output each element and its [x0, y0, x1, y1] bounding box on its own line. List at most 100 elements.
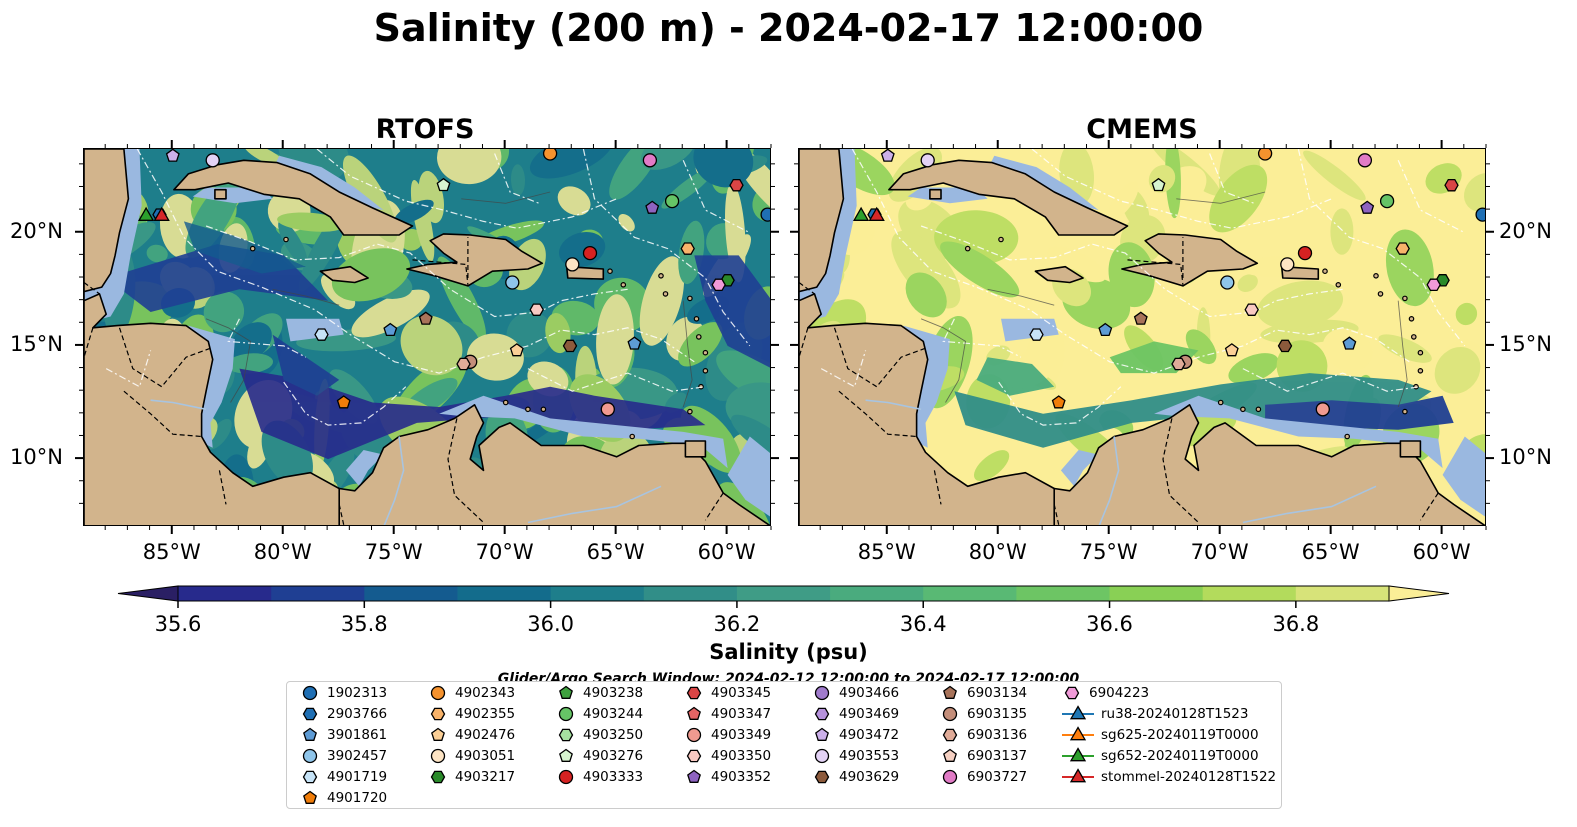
- hexagon-marker-icon: [1064, 686, 1080, 700]
- legend-marker: [559, 748, 573, 762]
- land-jamaica: [319, 265, 369, 284]
- hexagon-marker-icon: [430, 770, 446, 784]
- legend-marker: [687, 769, 701, 783]
- colorbar-segment: [1109, 586, 1204, 601]
- legend-marker: [943, 748, 957, 762]
- legend-item: 4902476: [427, 725, 515, 745]
- marker-4901720: [336, 395, 351, 409]
- marker-3902457: [1220, 275, 1235, 290]
- argo-glider-markers: [137, 149, 770, 417]
- lon-tick-label: 65°W: [1301, 540, 1360, 564]
- legend-item: 4903051: [427, 746, 515, 766]
- colorbar-segment: [830, 586, 924, 601]
- legend-item: 6903727: [939, 767, 1027, 787]
- legend-item: 4903244: [555, 704, 643, 724]
- legend-label: 4903244: [583, 706, 644, 722]
- lon-tick-label: 75°W: [364, 540, 423, 564]
- legend-marker: [1069, 768, 1087, 783]
- marker-4903352: [645, 200, 660, 214]
- legend-marker: [302, 707, 318, 721]
- hexagon-marker-icon: [558, 728, 574, 742]
- circle-marker-icon: [302, 748, 318, 764]
- legend-marker: [815, 727, 829, 741]
- legend-label: 4903333: [583, 769, 644, 785]
- legend-item: 4903472: [811, 725, 899, 745]
- legend-marker: [431, 727, 445, 741]
- triangle-marker-icon: [1062, 705, 1094, 720]
- legend-label: 3901861: [327, 727, 388, 743]
- marker-sg652-20240119T0000: [137, 206, 155, 221]
- marker-6904223: [1426, 278, 1441, 292]
- lon-tick-label: 65°W: [586, 540, 645, 564]
- legend-marker: [814, 707, 830, 721]
- marker-4903472: [165, 149, 180, 162]
- legend-label: 4903352: [711, 769, 772, 785]
- pentagon-marker-icon: [943, 748, 957, 762]
- lat-tick-label-left: 15°N: [10, 331, 63, 356]
- legend-label: 6903137: [967, 748, 1028, 764]
- legend-marker: [430, 685, 446, 701]
- marker-4903051: [565, 257, 580, 272]
- legend-label: sg652-20240119T0000: [1101, 748, 1259, 764]
- marker-4902476: [509, 343, 524, 357]
- legend-label: 4902343: [455, 685, 516, 701]
- lon-tick-label: 70°W: [1190, 540, 1249, 564]
- legend-label: 4903345: [711, 685, 772, 701]
- legend-label: 4903051: [455, 748, 516, 764]
- legend: 1902313 2903766 3901861 3902457 4901719 49017…: [286, 681, 1282, 809]
- pentagon-marker-icon: [559, 685, 573, 699]
- marker-4903629: [562, 339, 578, 353]
- lat-tick-label-right: 10°N: [1499, 445, 1552, 470]
- legend-item: 4902355: [427, 704, 515, 724]
- legend-item: 4902343: [427, 683, 515, 703]
- triangle-marker-icon: [1062, 726, 1094, 741]
- circle-marker-icon: [942, 769, 958, 785]
- figure-title: Salinity (200 m) - 2024-02-17 12:00:00: [373, 6, 1204, 50]
- marker-4902343: [1257, 149, 1273, 161]
- legend-item: 1902313: [299, 683, 387, 703]
- legend-label: 4903469: [839, 706, 900, 722]
- circle-marker-icon: [942, 706, 958, 722]
- legend-item: 4903469: [811, 704, 899, 724]
- land-jamaica: [1034, 265, 1084, 284]
- land-cuba: [173, 159, 414, 236]
- pentagon-marker-icon: [303, 790, 317, 804]
- lat-tick-label-left: 10°N: [10, 445, 63, 470]
- marker-4903276: [1151, 177, 1166, 192]
- legend-label: 4903472: [839, 727, 900, 743]
- marker-4903345: [1444, 178, 1459, 192]
- legend-marker: [558, 728, 574, 742]
- lon-tick-label: 80°W: [253, 540, 312, 564]
- eez-boundaries: [820, 149, 1466, 426]
- marker-4901719: [1029, 328, 1044, 341]
- legend-marker: [686, 727, 702, 743]
- marker-6904223: [711, 278, 726, 292]
- colorbar-segment: [364, 586, 459, 601]
- legend-item: 3901861: [299, 725, 387, 745]
- legend-label: 1902313: [327, 685, 388, 701]
- lon-tick-label: 75°W: [1079, 540, 1138, 564]
- colorbar-label: Salinity (psu): [709, 640, 868, 664]
- colorbar-tick-label: 36.0: [527, 612, 574, 636]
- colorbar-segment: [457, 586, 552, 601]
- legend-label: 6903134: [967, 685, 1028, 701]
- legend-label: 4903466: [839, 685, 900, 701]
- marker-6903136: [1171, 357, 1186, 371]
- legend-item: 4903629: [811, 767, 899, 787]
- eez-boundaries: [105, 149, 751, 426]
- pentagon-marker-icon: [431, 727, 445, 741]
- marker-4903553: [205, 153, 220, 168]
- marker-3902457: [505, 275, 520, 290]
- land-south: [1053, 404, 1485, 525]
- marker-4903244: [664, 193, 680, 209]
- marker-6903136: [456, 357, 471, 371]
- legend-item: 6903135: [939, 704, 1027, 724]
- land-south: [338, 404, 770, 525]
- marker-stommel-20240128T1522: [868, 206, 885, 221]
- circle-marker-icon: [558, 769, 574, 785]
- marker-4903333: [582, 245, 598, 261]
- marker-4903350: [1244, 303, 1259, 316]
- legend-item: ru38-20240128T1523: [1061, 704, 1248, 724]
- marker-4903472: [880, 149, 895, 162]
- legend-marker: [558, 706, 574, 722]
